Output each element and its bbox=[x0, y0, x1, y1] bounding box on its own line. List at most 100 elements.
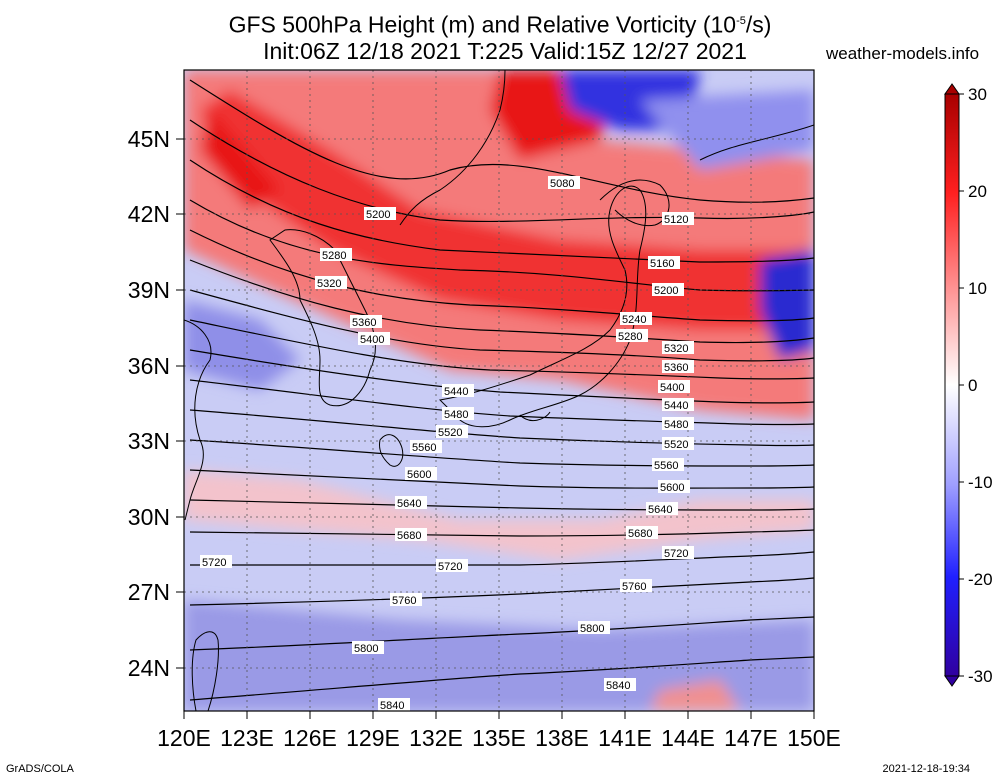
contour-label: 5840 bbox=[604, 678, 636, 692]
contour-label: 5680 bbox=[395, 528, 427, 542]
contour-label: 5320 bbox=[315, 276, 347, 290]
svg-text:5400: 5400 bbox=[660, 382, 684, 394]
colorbar-label: 30 bbox=[968, 85, 987, 104]
svg-text:5360: 5360 bbox=[352, 317, 376, 329]
lat-tick-label: 33N bbox=[128, 428, 170, 454]
title-units: /s) bbox=[745, 11, 772, 38]
lat-axis-labels: 24N 27N 30N 33N 36N 39N 42N 45N bbox=[128, 126, 170, 681]
contour-label: 5520 bbox=[436, 425, 468, 439]
contour-label: 5640 bbox=[395, 496, 427, 510]
svg-text:5760: 5760 bbox=[392, 595, 416, 607]
svg-text:5120: 5120 bbox=[664, 214, 688, 226]
lat-tick-label: 45N bbox=[128, 126, 170, 152]
colorbar-scale bbox=[944, 93, 960, 677]
site-label: weather-models.info bbox=[826, 44, 980, 63]
svg-text:5320: 5320 bbox=[317, 278, 341, 290]
contour-label: 5200 bbox=[364, 207, 396, 221]
lat-tick-label: 30N bbox=[128, 504, 170, 530]
contour-label: 5360 bbox=[662, 360, 694, 374]
contour-label: 5360 bbox=[350, 315, 382, 329]
contour-label: 5320 bbox=[662, 341, 694, 355]
contour-label: 5720 bbox=[662, 546, 694, 560]
svg-text:5600: 5600 bbox=[407, 469, 431, 481]
contour-label: 5280 bbox=[616, 329, 648, 343]
svg-text:5680: 5680 bbox=[628, 528, 652, 540]
contour-label: 5680 bbox=[626, 526, 658, 540]
svg-text:5760: 5760 bbox=[622, 581, 646, 593]
contour-label: 5560 bbox=[652, 458, 684, 472]
lon-tick-label: 147E bbox=[724, 725, 778, 751]
svg-text:5680: 5680 bbox=[397, 530, 421, 542]
contour-label: 5720 bbox=[200, 555, 232, 569]
contour-label: 5800 bbox=[578, 621, 610, 635]
contour-label: 5440 bbox=[662, 398, 694, 412]
contour-label: 5840 bbox=[378, 698, 410, 712]
contour-labels: 5080 5120 5160 5200 5200 5240 5280 5280 … bbox=[200, 176, 694, 712]
lon-axis-labels: 120E 123E 126E 129E 132E 135E 138E 141E … bbox=[157, 725, 841, 751]
colorbar-bottom-arrow bbox=[944, 675, 960, 687]
contour-label: 5560 bbox=[410, 440, 442, 454]
svg-text:5320: 5320 bbox=[664, 343, 688, 355]
lat-tick-label: 27N bbox=[128, 579, 170, 605]
colorbar-top-arrow bbox=[944, 83, 960, 95]
lon-tick-label: 126E bbox=[283, 725, 337, 751]
svg-text:5280: 5280 bbox=[322, 250, 346, 262]
colorbar-label: -30 bbox=[968, 667, 993, 686]
lat-tick-label: 36N bbox=[128, 353, 170, 379]
svg-text:5480: 5480 bbox=[664, 419, 688, 431]
lon-tick-label: 138E bbox=[535, 725, 589, 751]
svg-text:5400: 5400 bbox=[360, 334, 384, 346]
chart-title-line1: GFS 500hPa Height (m) and Relative Vorti… bbox=[100, 8, 900, 38]
lon-tick-label: 132E bbox=[409, 725, 463, 751]
svg-text:5280: 5280 bbox=[618, 331, 642, 343]
chart-title-line2: Init:06Z 12/18 2021 T:225 Valid:15Z 12/2… bbox=[263, 38, 747, 64]
svg-text:5200: 5200 bbox=[366, 209, 390, 221]
svg-text:5160: 5160 bbox=[650, 258, 674, 270]
colorbar-label: -10 bbox=[968, 473, 993, 492]
svg-text:5200: 5200 bbox=[654, 285, 678, 297]
lat-tick-label: 39N bbox=[128, 277, 170, 303]
contour-label: 5640 bbox=[646, 502, 678, 516]
svg-text:5720: 5720 bbox=[664, 548, 688, 560]
colorbar-label: 20 bbox=[968, 182, 987, 201]
contour-label: 5600 bbox=[405, 467, 437, 481]
contour-label: 5480 bbox=[442, 407, 474, 421]
svg-text:5560: 5560 bbox=[654, 460, 678, 472]
lon-tick-label: 144E bbox=[661, 725, 715, 751]
contour-label: 5200 bbox=[652, 283, 684, 297]
contour-label: 5160 bbox=[648, 256, 680, 270]
svg-text:5520: 5520 bbox=[664, 439, 688, 451]
lon-tick-label: 150E bbox=[787, 725, 841, 751]
svg-text:5360: 5360 bbox=[664, 362, 688, 374]
svg-text:5560: 5560 bbox=[412, 442, 436, 454]
svg-text:5240: 5240 bbox=[622, 314, 646, 326]
svg-text:5520: 5520 bbox=[438, 427, 462, 439]
svg-text:5440: 5440 bbox=[664, 400, 688, 412]
contour-label: 5080 bbox=[548, 176, 580, 190]
colorbar-label: 10 bbox=[968, 279, 987, 298]
svg-text:5800: 5800 bbox=[354, 643, 378, 655]
contour-label: 5520 bbox=[662, 437, 694, 451]
coastlines bbox=[184, 70, 814, 711]
footer-right: 2021-12-18-19:34 bbox=[882, 763, 970, 775]
lon-tick-label: 123E bbox=[220, 725, 274, 751]
svg-text:5720: 5720 bbox=[438, 561, 462, 573]
lon-tick-label: 120E bbox=[157, 725, 211, 751]
title-exponent: -5 bbox=[736, 15, 746, 27]
contour-label: 5120 bbox=[662, 212, 694, 226]
svg-text:5720: 5720 bbox=[202, 557, 226, 569]
contour-label: 5720 bbox=[436, 559, 468, 573]
lat-tick-label: 42N bbox=[128, 201, 170, 227]
svg-text:5080: 5080 bbox=[550, 178, 574, 190]
lat-tick-label: 24N bbox=[128, 655, 170, 681]
svg-text:5440: 5440 bbox=[444, 386, 468, 398]
axis-ticks bbox=[176, 138, 815, 719]
colorbar-label: 0 bbox=[968, 376, 977, 395]
svg-text:5800: 5800 bbox=[580, 623, 604, 635]
contour-label: 5760 bbox=[620, 579, 652, 593]
grid bbox=[184, 70, 814, 711]
colorbar: 30 20 10 0 -10 -20 -30 bbox=[944, 83, 993, 687]
svg-text:5480: 5480 bbox=[444, 409, 468, 421]
svg-text:5640: 5640 bbox=[648, 504, 672, 516]
